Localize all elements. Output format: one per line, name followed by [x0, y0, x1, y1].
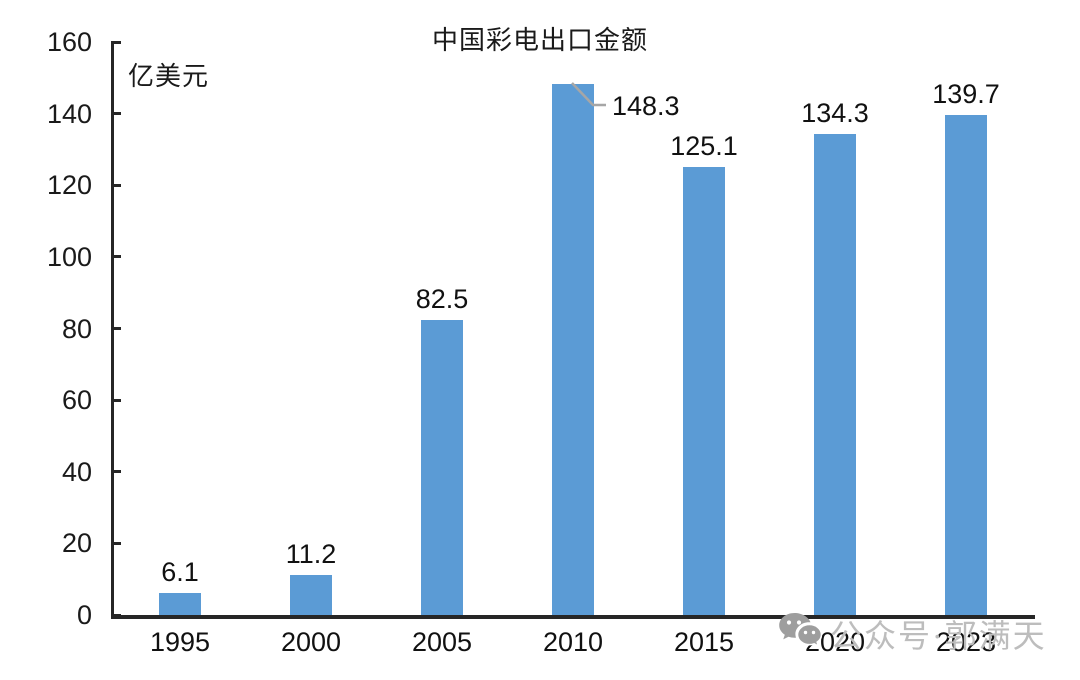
y-tick-label: 140	[46, 99, 92, 129]
axis-frame	[111, 41, 1035, 619]
bar-2005	[421, 320, 463, 615]
bar-value-label: 11.2	[285, 539, 337, 569]
y-tick-mark	[111, 399, 121, 402]
bar-value-label: 125.1	[670, 131, 738, 161]
bar-2000	[290, 575, 332, 615]
watermark: 公众号·郭满天	[778, 610, 1047, 658]
y-tick-mark	[111, 41, 121, 44]
y-tick-label: 160	[46, 27, 92, 57]
y-tick-label: 60	[61, 385, 92, 415]
data-label-callout: 148.3	[612, 91, 680, 121]
y-tick-label: 100	[46, 242, 92, 272]
x-tick-label: 1995	[149, 627, 211, 657]
wechat-icon	[779, 613, 822, 648]
y-tick-label: 20	[61, 528, 92, 558]
bar-2020	[814, 134, 856, 615]
x-tick-label: 2010	[542, 627, 604, 657]
bar-value-label: 134.3	[801, 98, 869, 128]
y-tick-label: 0	[76, 600, 92, 630]
chart-title: 中国彩电出口金额	[431, 26, 648, 55]
x-tick-label: 2000	[280, 627, 342, 657]
y-tick-mark	[111, 470, 121, 473]
x-tick-label: 2023	[935, 627, 997, 657]
y-tick-label: 120	[46, 170, 92, 200]
bar-value-label: 139.7	[932, 79, 1000, 109]
x-tick-label: 2015	[673, 627, 735, 657]
y-tick-mark	[111, 255, 121, 258]
bar-2010	[552, 84, 594, 615]
y-tick-mark	[111, 184, 121, 187]
y-tick-label: 40	[61, 457, 92, 487]
y-tick-label: 80	[61, 314, 92, 344]
x-tick-label: 2005	[411, 627, 473, 657]
bar-2023	[945, 115, 987, 615]
y-axis-unit-label: 亿美元	[128, 62, 210, 91]
watermark-text: 公众号·郭满天	[830, 618, 1047, 654]
bar-1995	[159, 593, 201, 615]
bar-2015	[683, 167, 725, 615]
y-tick-mark	[111, 327, 121, 330]
y-tick-mark	[111, 542, 121, 545]
y-tick-mark	[111, 112, 121, 115]
y-tick-mark	[111, 614, 121, 617]
bar-value-label: 6.1	[161, 557, 199, 587]
bar-value-label: 82.5	[415, 284, 469, 314]
